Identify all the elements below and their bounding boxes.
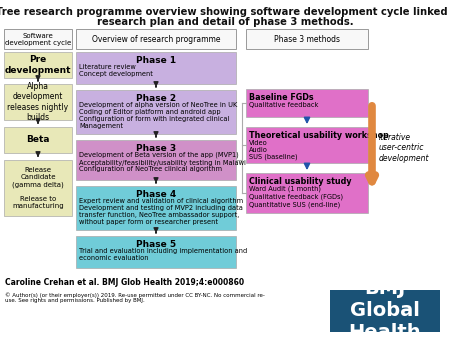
FancyBboxPatch shape xyxy=(76,236,236,268)
Text: Development of Beta version of the app (MVP1)
Acceptability/feasibility/usabilit: Development of Beta version of the app (… xyxy=(79,152,246,172)
Text: Qualitative feedback: Qualitative feedback xyxy=(249,102,319,108)
FancyBboxPatch shape xyxy=(246,173,368,213)
Text: NeoTree research programme overview showing software development cycle linked wi: NeoTree research programme overview show… xyxy=(0,7,450,17)
Text: © Author(s) (or their employer(s)) 2019. Re-use permitted under CC BY-NC. No com: © Author(s) (or their employer(s)) 2019.… xyxy=(5,292,265,304)
Text: Theoretical usability workshop: Theoretical usability workshop xyxy=(249,131,389,140)
Text: Software
development cycle: Software development cycle xyxy=(5,32,71,46)
FancyBboxPatch shape xyxy=(330,290,440,332)
Text: Iterative
user-centric
development: Iterative user-centric development xyxy=(379,133,429,163)
Text: Baseline FGDs: Baseline FGDs xyxy=(249,93,314,102)
Text: Phase 4: Phase 4 xyxy=(136,190,176,199)
Text: Alpha
development
releases nightly
builds: Alpha development releases nightly build… xyxy=(8,82,68,122)
FancyBboxPatch shape xyxy=(76,186,236,230)
FancyBboxPatch shape xyxy=(4,29,72,49)
FancyBboxPatch shape xyxy=(246,127,368,163)
Text: Phase 2: Phase 2 xyxy=(136,94,176,103)
Text: Pre
development: Pre development xyxy=(5,55,71,75)
FancyBboxPatch shape xyxy=(76,52,236,84)
Text: Ward Audit (1 month)
Qualitative feedback (FGDs)
Quantitative SUS (end-line): Ward Audit (1 month) Qualitative feedbac… xyxy=(249,186,343,208)
Text: Phase 3 methods: Phase 3 methods xyxy=(274,34,340,44)
FancyBboxPatch shape xyxy=(4,160,72,216)
Text: Phase 1: Phase 1 xyxy=(136,56,176,65)
FancyBboxPatch shape xyxy=(76,29,236,49)
FancyBboxPatch shape xyxy=(246,29,368,49)
Text: BMJ
Global
Health: BMJ Global Health xyxy=(349,280,421,338)
FancyBboxPatch shape xyxy=(76,90,236,134)
Text: Clinical usability study: Clinical usability study xyxy=(249,177,351,186)
Text: Literature review
Concept development: Literature review Concept development xyxy=(79,64,153,77)
Text: Beta: Beta xyxy=(26,136,50,145)
FancyBboxPatch shape xyxy=(4,84,72,120)
Text: Release
Candidate
(gamma delta)

Release to
manufacturing: Release Candidate (gamma delta) Release … xyxy=(12,167,64,209)
Text: Development of alpha version of NeoTree in UK
Coding of Editor platform and andr: Development of alpha version of NeoTree … xyxy=(79,102,237,129)
Text: Video
Audio
SUS (baseline): Video Audio SUS (baseline) xyxy=(249,140,297,161)
Text: research plan and detail of phase 3 methods.: research plan and detail of phase 3 meth… xyxy=(97,17,353,27)
Text: Phase 5: Phase 5 xyxy=(136,240,176,249)
FancyBboxPatch shape xyxy=(4,52,72,78)
FancyBboxPatch shape xyxy=(4,127,72,153)
Text: Overview of research programme: Overview of research programme xyxy=(92,34,220,44)
FancyBboxPatch shape xyxy=(76,140,236,180)
FancyBboxPatch shape xyxy=(246,89,368,117)
Text: Trial and evaluation including implementation and
economic evaluation: Trial and evaluation including implement… xyxy=(79,248,247,261)
Text: Expert review and validation of clinical algorithm
Development and testing of MV: Expert review and validation of clinical… xyxy=(79,198,243,225)
Text: Caroline Crehan et al. BMJ Glob Health 2019;4:e000860: Caroline Crehan et al. BMJ Glob Health 2… xyxy=(5,278,244,287)
Text: Phase 3: Phase 3 xyxy=(136,144,176,153)
